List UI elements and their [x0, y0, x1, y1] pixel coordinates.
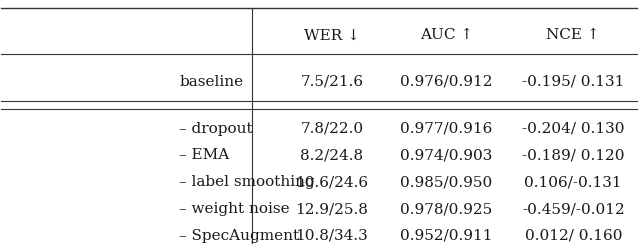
Text: -0.189/ 0.120: -0.189/ 0.120	[522, 148, 625, 162]
Text: – EMA: – EMA	[179, 148, 230, 162]
Text: 0.976/0.912: 0.976/0.912	[400, 75, 492, 89]
Text: 0.106/-0.131: 0.106/-0.131	[524, 175, 622, 189]
Text: AUC ↑: AUC ↑	[420, 28, 473, 42]
Text: 0.974/0.903: 0.974/0.903	[400, 148, 492, 162]
Text: 0.952/0.911: 0.952/0.911	[400, 229, 492, 243]
Text: -0.459/-0.012: -0.459/-0.012	[522, 202, 625, 216]
Text: 7.8/22.0: 7.8/22.0	[300, 122, 364, 135]
Text: 0.977/0.916: 0.977/0.916	[400, 122, 492, 135]
Text: baseline: baseline	[179, 75, 243, 89]
Text: 10.6/24.6: 10.6/24.6	[295, 175, 369, 189]
Text: -0.195/ 0.131: -0.195/ 0.131	[522, 75, 625, 89]
Text: NCE ↑: NCE ↑	[547, 28, 600, 42]
Text: 12.9/25.8: 12.9/25.8	[296, 202, 368, 216]
Text: WER ↓: WER ↓	[304, 28, 360, 42]
Text: -0.204/ 0.130: -0.204/ 0.130	[522, 122, 625, 135]
Text: 0.985/0.950: 0.985/0.950	[400, 175, 492, 189]
Text: 10.8/34.3: 10.8/34.3	[296, 229, 368, 243]
Text: 8.2/24.8: 8.2/24.8	[300, 148, 364, 162]
Text: – weight noise: – weight noise	[179, 202, 290, 216]
Text: – dropout: – dropout	[179, 122, 253, 135]
Text: – SpecAugment: – SpecAugment	[179, 229, 300, 243]
Text: – label smoothing: – label smoothing	[179, 175, 315, 189]
Text: 7.5/21.6: 7.5/21.6	[300, 75, 364, 89]
Text: 0.012/ 0.160: 0.012/ 0.160	[525, 229, 622, 243]
Text: 0.978/0.925: 0.978/0.925	[400, 202, 492, 216]
